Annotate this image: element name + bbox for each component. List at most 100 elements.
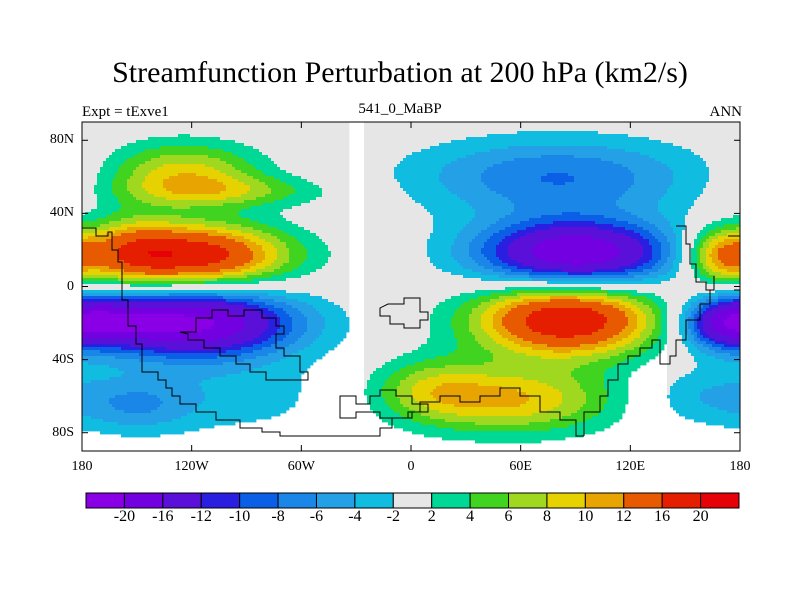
field-cell (721, 248, 725, 264)
field-cell (613, 269, 617, 273)
field-cell (562, 122, 566, 132)
field-cell (475, 290, 479, 300)
field-cell (85, 314, 89, 333)
field-cell (106, 275, 110, 279)
field-cell (442, 404, 446, 414)
field-cell (199, 386, 203, 405)
field-cell (244, 347, 248, 354)
field-cell (604, 317, 608, 324)
field-cell (118, 269, 122, 273)
field-cell (394, 413, 398, 429)
field-cell (169, 146, 173, 156)
field-cell (724, 275, 728, 279)
field-cell (574, 236, 578, 267)
field-cell (214, 227, 218, 231)
field-cell (121, 284, 125, 291)
field-cell (133, 296, 137, 300)
field-cell (670, 170, 674, 186)
field-cell (241, 347, 245, 354)
field-cell (637, 296, 641, 303)
field-cell (184, 122, 188, 135)
field-cell (172, 419, 176, 435)
field-cell (589, 296, 593, 300)
field-cell (523, 425, 527, 432)
field-cell (544, 239, 548, 261)
field-cell (457, 407, 461, 417)
field-cell (154, 341, 158, 348)
field-cell (127, 293, 131, 297)
field-cell (337, 305, 341, 345)
field-cell (148, 347, 152, 351)
field-cell (499, 344, 503, 378)
field-cell (541, 302, 545, 309)
field-cell (466, 203, 470, 225)
field-cell (208, 236, 212, 246)
field-cell (547, 131, 551, 147)
field-cell (577, 278, 581, 282)
field-cell (604, 218, 608, 225)
field-cell (109, 344, 113, 348)
field-cell (148, 251, 152, 255)
field-cell (139, 275, 143, 279)
field-cell (232, 344, 236, 351)
field-cell (544, 344, 548, 351)
field-cell (463, 365, 467, 375)
field-cell (229, 176, 233, 198)
field-cell (241, 122, 245, 144)
field-cell (82, 416, 86, 432)
field-cell (634, 281, 638, 285)
field-cell (574, 131, 578, 147)
field-cell (229, 164, 233, 177)
field-cell (436, 401, 440, 411)
field-cell (169, 350, 173, 354)
field-cell (163, 227, 167, 231)
field-cell (697, 350, 701, 423)
field-cell (397, 122, 401, 165)
field-cell (571, 182, 575, 213)
field-cell (166, 191, 170, 201)
field-cell (199, 266, 203, 273)
field-cell (403, 380, 407, 408)
field-cell (577, 272, 581, 276)
field-cell (112, 212, 116, 222)
field-cell (286, 173, 290, 186)
field-cell (241, 194, 245, 204)
field-cell (169, 353, 173, 360)
field-cell (526, 305, 530, 318)
field-cell (97, 230, 101, 237)
field-cell (526, 296, 530, 300)
field-cell (169, 296, 173, 300)
field-cell (175, 266, 179, 276)
field-cell (619, 311, 623, 333)
field-cell (595, 332, 599, 345)
field-cell (580, 302, 584, 309)
field-cell (232, 155, 236, 168)
field-cell (523, 272, 527, 276)
field-cell (718, 341, 722, 345)
field-cell (151, 350, 155, 357)
field-cell (610, 350, 614, 357)
field-cell (535, 290, 539, 294)
field-cell (271, 245, 275, 264)
field-cell (301, 314, 305, 336)
field-cell (487, 350, 491, 363)
field-cell (100, 122, 104, 168)
field-cell (538, 290, 542, 294)
field-cell (598, 122, 602, 135)
field-cell (247, 200, 251, 210)
field-cell (205, 230, 209, 234)
field-cell (595, 299, 599, 303)
field-cell (121, 164, 125, 219)
field-cell (133, 308, 137, 315)
field-cell (598, 278, 602, 282)
field-cell (235, 122, 239, 144)
field-cell (715, 314, 719, 333)
field-cell (169, 200, 173, 207)
field-cell (304, 332, 308, 348)
field-cell (250, 221, 254, 228)
field-cell (217, 236, 221, 246)
field-cell (202, 380, 206, 393)
field-cell (637, 272, 641, 276)
field-cell (139, 293, 143, 297)
field-cell (595, 362, 599, 417)
